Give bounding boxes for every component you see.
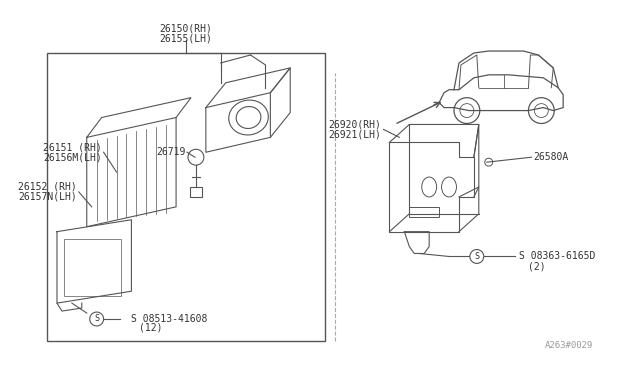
Bar: [47, 53, 325, 341]
Bar: [410, 207, 439, 217]
Text: S 08363-6165D: S 08363-6165D: [518, 251, 595, 262]
Text: 26155(LH): 26155(LH): [159, 33, 212, 43]
Text: S: S: [94, 314, 99, 324]
Text: 26719: 26719: [157, 147, 186, 157]
Text: 26580A: 26580A: [533, 152, 569, 162]
Text: (12): (12): [140, 323, 163, 333]
Text: 26921(LH): 26921(LH): [329, 129, 381, 140]
Text: A263#0029: A263#0029: [545, 341, 593, 350]
Bar: [190, 187, 202, 197]
Text: S: S: [474, 252, 479, 261]
Text: (2): (2): [529, 262, 546, 272]
Text: S 08513-41608: S 08513-41608: [131, 314, 208, 324]
Text: 26156M(LH): 26156M(LH): [43, 152, 102, 162]
Text: 26152 (RH): 26152 (RH): [18, 182, 77, 192]
Text: 26157N(LH): 26157N(LH): [18, 192, 77, 202]
Text: 26150(RH): 26150(RH): [159, 23, 212, 33]
Bar: [64, 238, 122, 296]
Text: 26920(RH): 26920(RH): [329, 119, 381, 129]
Text: 26151 (RH): 26151 (RH): [43, 142, 102, 152]
